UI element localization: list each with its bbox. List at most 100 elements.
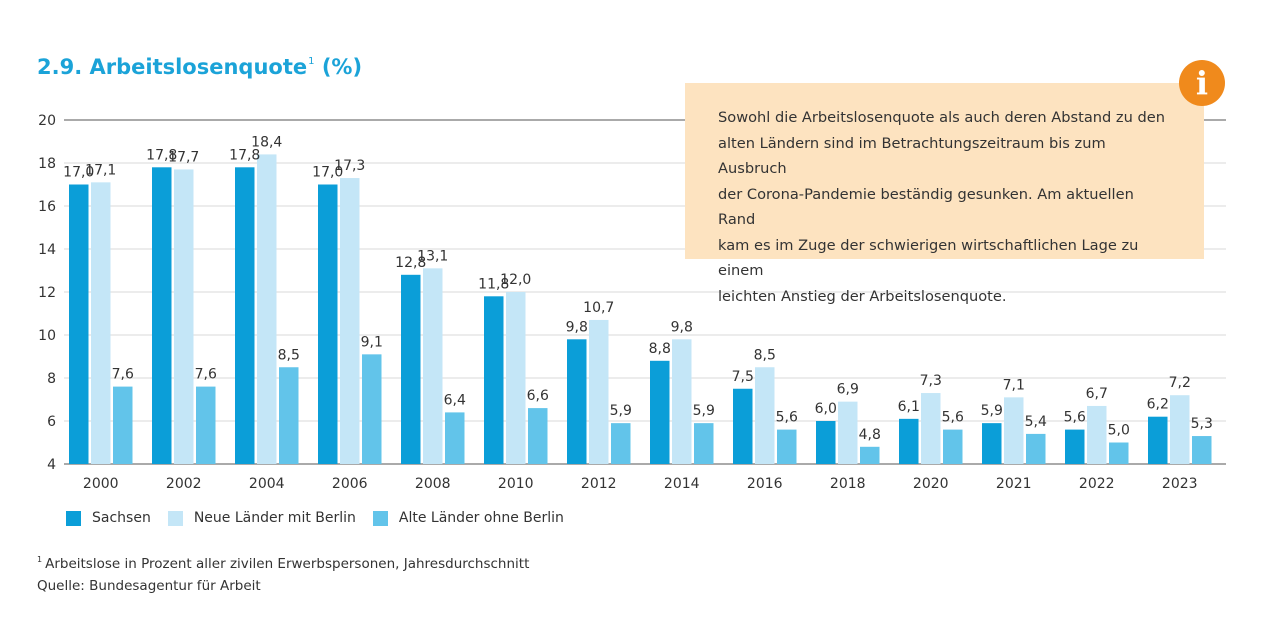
data-label: 6,9 xyxy=(837,382,859,398)
footnote-text: 1 Arbeitslose in Prozent aller zivilen Er… xyxy=(37,555,530,572)
bar xyxy=(777,429,797,464)
data-label: 5,0 xyxy=(1108,423,1130,439)
x-tick-label: 2012 xyxy=(581,476,617,492)
chart-title: 2.9. Arbeitslosenquote1 (%) xyxy=(37,55,363,79)
bar xyxy=(1087,405,1107,464)
y-tick-label: 8 xyxy=(47,371,56,387)
legend-item: Sachsen xyxy=(66,510,151,526)
x-tick-label: 2014 xyxy=(664,476,700,492)
x-tick-label: 2000 xyxy=(83,476,119,492)
bar xyxy=(318,184,338,464)
data-label: 11,8 xyxy=(478,276,509,292)
data-label: 10,7 xyxy=(583,300,614,316)
x-tick-label: 2008 xyxy=(415,476,451,492)
bar xyxy=(1148,416,1168,464)
bar xyxy=(733,388,753,464)
bar xyxy=(982,423,1002,464)
data-label: 5,6 xyxy=(1064,410,1086,426)
data-label: 6,7 xyxy=(1086,386,1108,402)
info-line: kam es im Zuge der schwierigen wirtschaf… xyxy=(718,236,1139,280)
data-label: 6,4 xyxy=(444,392,466,408)
x-tick-label: 2004 xyxy=(249,476,285,492)
bars xyxy=(69,154,1212,465)
data-label: 7,5 xyxy=(732,369,754,385)
legend-swatch xyxy=(167,510,183,526)
bar xyxy=(69,184,89,464)
source-text: Quelle: Bundesagentur für Arbeit xyxy=(37,578,261,594)
bar xyxy=(362,354,382,464)
data-label: 8,5 xyxy=(278,347,300,363)
x-tick-label: 2010 xyxy=(498,476,534,492)
bar xyxy=(943,429,963,464)
bar xyxy=(423,268,443,464)
legend-label: Alte Länder ohne Berlin xyxy=(398,510,564,526)
data-label: 6,1 xyxy=(898,399,920,415)
info-icon[interactable]: i xyxy=(1179,60,1225,106)
footnote: 1 Arbeitslose in Prozent aller zivilen Er… xyxy=(37,549,529,597)
y-tick-label: 6 xyxy=(47,414,56,430)
y-tick-label: 18 xyxy=(38,156,56,172)
data-label: 9,1 xyxy=(361,334,383,350)
bar xyxy=(506,292,526,464)
y-tick-label: 14 xyxy=(38,242,56,258)
info-box: Sowohl die Arbeitslosenquote als auch de… xyxy=(685,83,1204,305)
data-label: 6,2 xyxy=(1147,397,1169,413)
data-label: 5,9 xyxy=(693,403,715,419)
bar xyxy=(279,367,299,464)
data-label: 12,8 xyxy=(395,255,426,271)
data-label: 8,5 xyxy=(754,347,776,363)
y-tick-label: 4 xyxy=(47,457,56,473)
y-tick-label: 20 xyxy=(38,113,56,129)
bar xyxy=(672,339,692,464)
y-axis-ticks: 4 6 8 10 12 14 16 18 20 xyxy=(38,113,56,473)
data-label: 5,9 xyxy=(981,403,1003,419)
bar xyxy=(401,274,421,464)
bar xyxy=(567,339,587,464)
data-label: 5,9 xyxy=(610,403,632,419)
bar xyxy=(838,401,858,464)
bar xyxy=(235,167,255,465)
legend-swatch xyxy=(372,510,388,526)
bar xyxy=(152,167,172,465)
y-tick-label: 10 xyxy=(38,328,56,344)
data-label: 6,0 xyxy=(815,401,837,417)
data-label: 17,0 xyxy=(63,165,94,181)
data-label: 5,6 xyxy=(776,410,798,426)
data-labels: 17,017,17,617,817,77,617,818,48,517,017,… xyxy=(63,134,1213,442)
x-tick-label: 2020 xyxy=(913,476,949,492)
data-label: 5,4 xyxy=(1025,414,1047,430)
y-tick-label: 12 xyxy=(38,285,56,301)
x-tick-label: 2006 xyxy=(332,476,368,492)
bar xyxy=(1109,442,1129,464)
bar xyxy=(196,386,216,464)
bar xyxy=(816,421,836,464)
bar xyxy=(174,169,194,464)
bar xyxy=(257,154,277,464)
data-label: 17,7 xyxy=(168,149,199,165)
data-label: 17,3 xyxy=(334,158,365,174)
bar xyxy=(1065,429,1085,464)
data-label: 8,8 xyxy=(649,341,671,357)
data-label: 7,3 xyxy=(920,373,942,389)
data-label: 5,6 xyxy=(942,410,964,426)
bar xyxy=(755,367,775,464)
bar xyxy=(340,178,360,465)
x-tick-label: 2016 xyxy=(747,476,783,492)
bar xyxy=(899,418,919,464)
bar xyxy=(445,412,465,464)
data-label: 17,8 xyxy=(146,147,177,163)
data-label: 17,8 xyxy=(229,147,260,163)
info-line: Sowohl die Arbeitslosenquote als auch de… xyxy=(718,109,1165,126)
bar xyxy=(1192,436,1212,464)
x-tick-label: 2022 xyxy=(1079,476,1115,492)
x-tick-label: 2018 xyxy=(830,476,866,492)
y-tick-label: 16 xyxy=(38,199,56,215)
data-label: 9,8 xyxy=(566,319,588,335)
data-label: 13,1 xyxy=(417,248,448,264)
bar xyxy=(589,319,609,464)
legend-swatch xyxy=(66,510,81,526)
bar xyxy=(91,182,111,464)
data-label: 7,2 xyxy=(1169,375,1191,391)
x-tick-label: 2023 xyxy=(1162,476,1198,492)
